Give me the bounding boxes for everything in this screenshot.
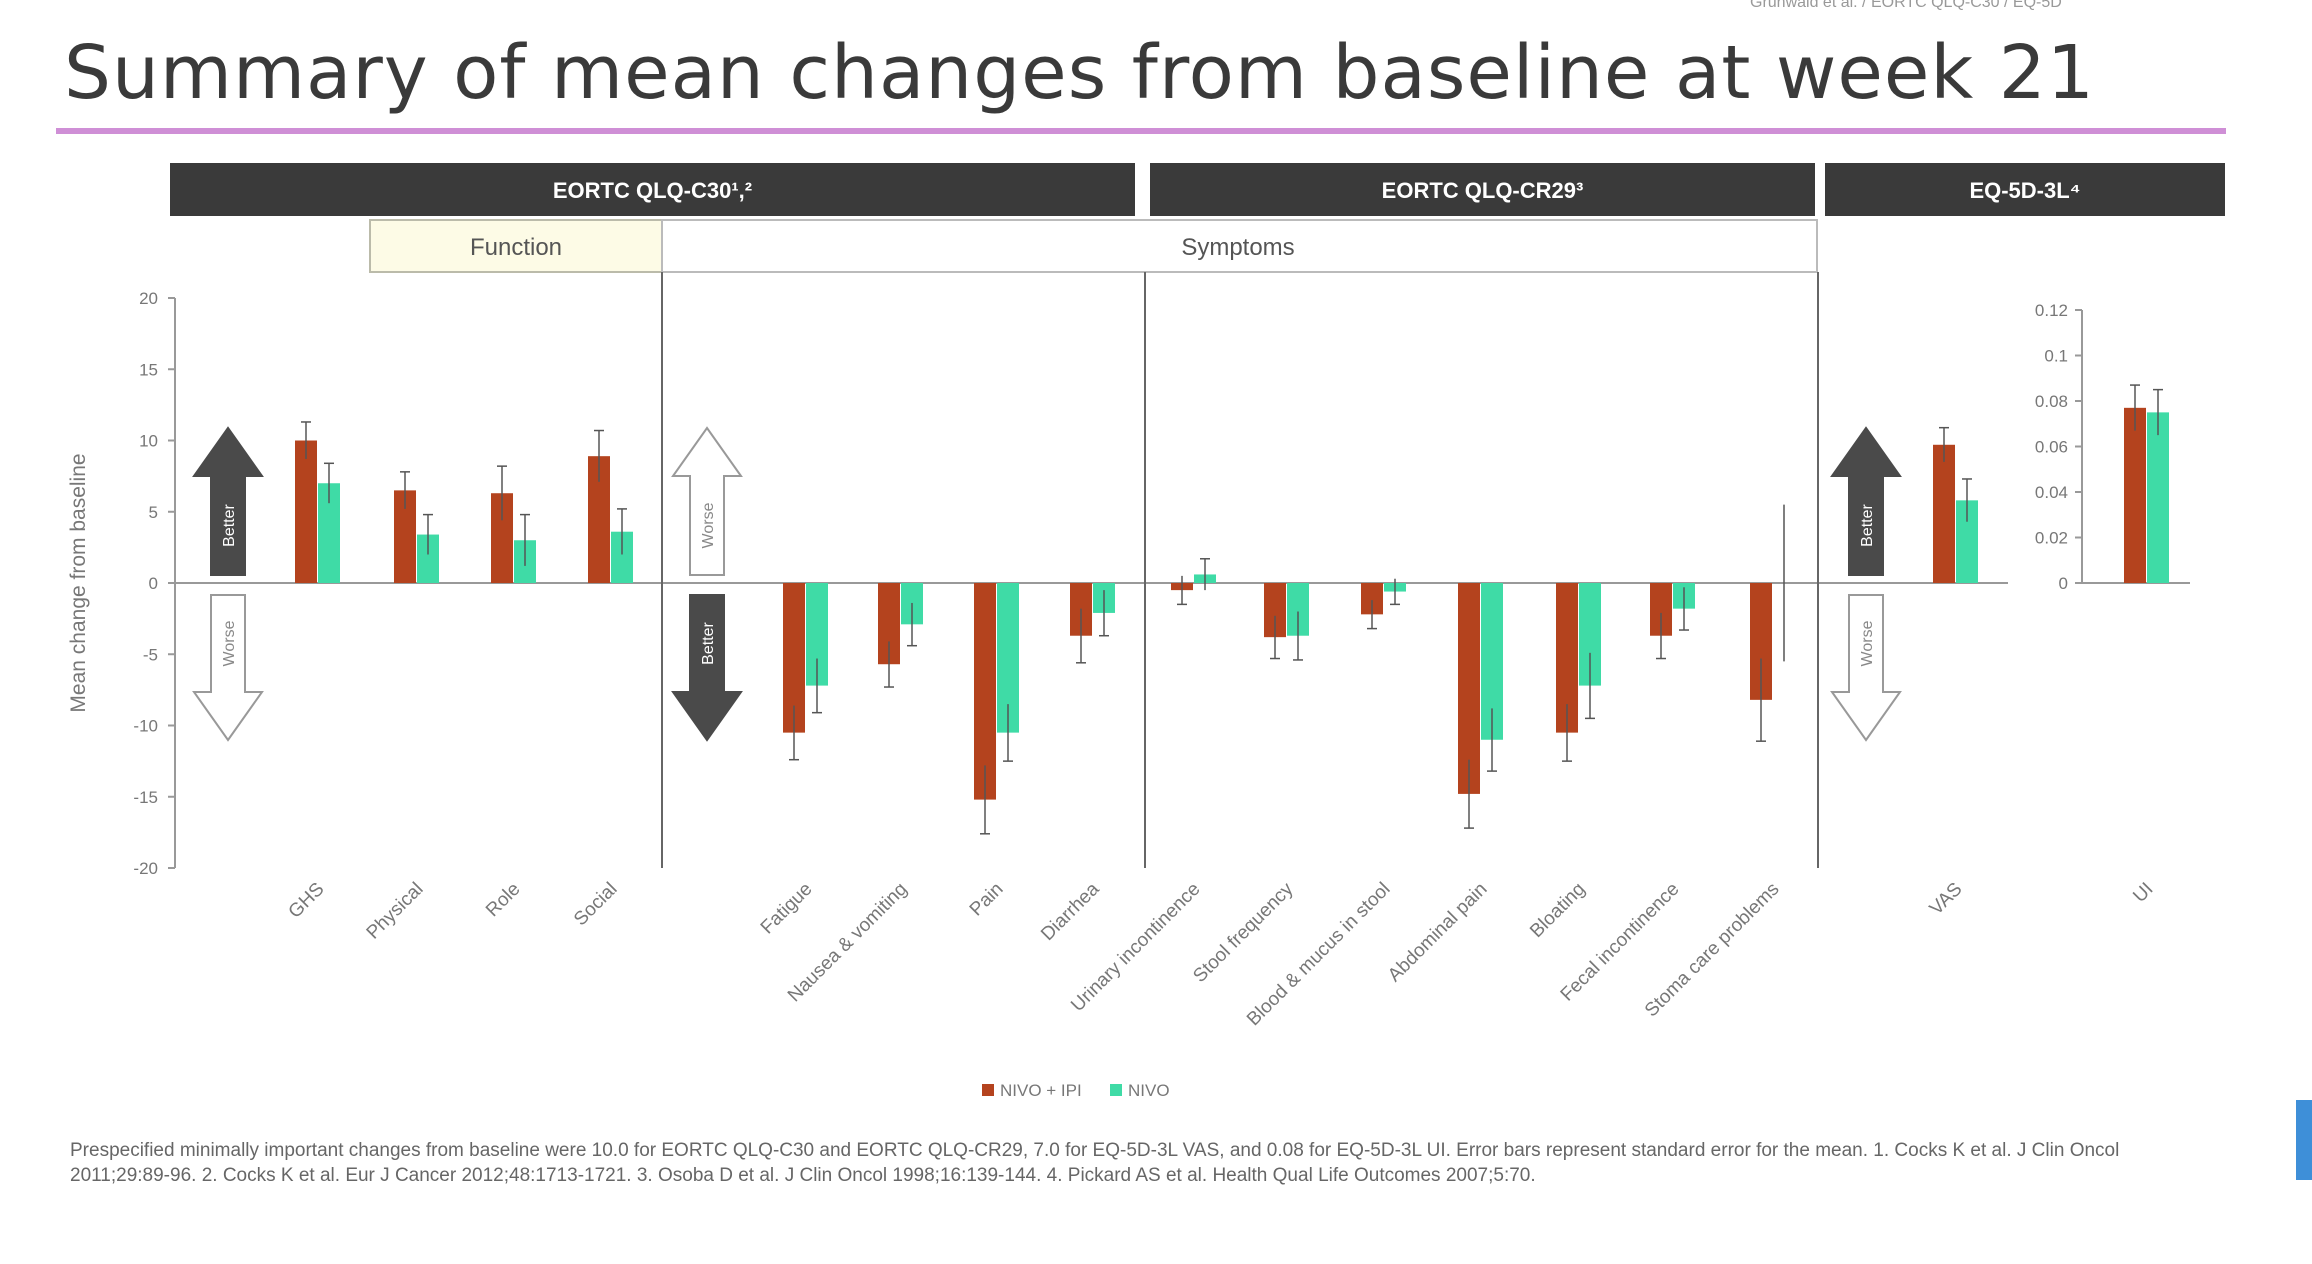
worse-arrow-up-label: Worse	[700, 502, 717, 548]
legend-swatch-nivo-ipi	[982, 1084, 994, 1096]
right-axis-tick-label: 0	[2059, 574, 2068, 593]
bar-nivo	[611, 531, 633, 583]
category-label: Role	[482, 879, 524, 921]
bar-nivo	[1579, 583, 1601, 686]
right-axis-tick-label: 0.08	[2035, 392, 2068, 411]
subheader-label: Symptoms	[1181, 234, 1294, 261]
header-bar	[1825, 163, 2225, 216]
right-axis-tick-label: 0.02	[2035, 529, 2068, 548]
footnote: Prespecified minimally important changes…	[70, 1140, 2120, 1186]
category-label: Physical	[363, 879, 428, 944]
bar-nivo	[1956, 500, 1978, 583]
worse-arrow-down-label: Worse	[221, 620, 238, 666]
bar-nivo-ipi	[2124, 407, 2146, 583]
bar-nivo-ipi	[1556, 583, 1578, 733]
category-label: Pain	[966, 879, 1008, 921]
left-axis-tick-label: -20	[133, 859, 158, 878]
bar-nivo	[1481, 583, 1503, 740]
y-axis-label: Mean change from baseline	[67, 453, 90, 712]
bar-nivo-ipi	[394, 490, 416, 583]
bar-nivo-ipi	[1933, 444, 1955, 583]
header-bar	[1150, 163, 1815, 216]
bar-nivo-ipi	[491, 493, 513, 583]
category-label: Bloating	[1526, 879, 1589, 942]
category-label: Fatigue	[757, 879, 817, 939]
subheader-function-box	[369, 219, 663, 273]
bar-nivo-ipi	[588, 456, 610, 583]
better-arrow-up-label: Better	[221, 503, 238, 546]
title-underline	[56, 128, 2226, 134]
left-axis-tick-label: 20	[139, 289, 158, 308]
bar-nivo	[997, 583, 1019, 733]
right-axis-tick-label: 0.06	[2035, 438, 2068, 457]
category-label: Social	[570, 879, 621, 930]
bar-nivo-ipi	[1750, 583, 1772, 700]
slide-title: Summary of mean changes from baseline at…	[64, 30, 2095, 116]
left-axis-tick-label: -10	[133, 717, 158, 736]
header-label: EORTC QLQ-C30¹,²	[553, 178, 752, 203]
right-axis-tick-label: 0.04	[2035, 483, 2068, 502]
left-axis-tick-label: 15	[139, 360, 158, 379]
better-arrow-down-label: Better	[700, 621, 717, 664]
legend-label-nivo-ipi: NIVO + IPI	[1000, 1081, 1082, 1100]
bar-nivo	[2147, 412, 2169, 583]
left-axis-tick-label: -15	[133, 788, 158, 807]
bar-nivo	[417, 534, 439, 583]
left-axis-tick-label: 0	[149, 574, 158, 593]
bar-nivo-ipi	[295, 440, 317, 583]
bar-nivo-ipi	[783, 583, 805, 733]
category-label: UI	[2129, 879, 2157, 907]
better-arrow-down	[671, 594, 743, 742]
bar-nivo-ipi	[1650, 583, 1672, 636]
worse-arrow-down	[1830, 594, 1902, 742]
bar-nivo-ipi	[878, 583, 900, 665]
source-note: Grünwald et al. / EORTC QLQ-C30 / EQ-5D	[1750, 0, 2062, 11]
bar-nivo-ipi	[1361, 583, 1383, 615]
bar-nivo-ipi	[1458, 583, 1480, 794]
bar-nivo-ipi	[1264, 583, 1286, 638]
worse-arrow-up	[671, 426, 743, 576]
better-arrow-up-label: Better	[1859, 503, 1876, 546]
bar-nivo	[318, 483, 340, 583]
worse-arrow-down-label: Worse	[1859, 620, 1876, 666]
subheader-label: Function	[470, 234, 562, 261]
left-axis-tick-label: 5	[149, 503, 158, 522]
subheader-symptoms-box	[661, 219, 1818, 273]
category-label: Diarrhea	[1037, 878, 1104, 945]
left-axis-tick-label: -5	[143, 645, 158, 664]
legend-swatch-nivo	[1110, 1084, 1122, 1096]
bar-nivo	[806, 583, 828, 686]
side-tab[interactable]	[2296, 1100, 2312, 1180]
left-axis-tick-label: 10	[139, 432, 158, 451]
right-axis-tick-label: 0.1	[2044, 347, 2068, 366]
bar-nivo	[1287, 583, 1309, 636]
worse-arrow-down	[192, 594, 264, 742]
better-arrow-up	[192, 426, 264, 576]
header-label: EQ-5D-3L⁴	[1969, 178, 2080, 203]
category-label: Stool frequency	[1189, 878, 1298, 987]
better-arrow-up	[1830, 426, 1902, 576]
category-label: Abdominal pain	[1384, 879, 1491, 986]
header-label: EORTC QLQ-CR29³	[1382, 178, 1584, 203]
category-label: VAS	[1926, 879, 1967, 920]
bar-nivo-ipi	[974, 583, 996, 800]
header-bar	[170, 163, 1135, 216]
legend-label-nivo: NIVO	[1128, 1081, 1170, 1100]
category-label: GHS	[285, 879, 329, 923]
right-axis-tick-label: 0.12	[2035, 301, 2068, 320]
